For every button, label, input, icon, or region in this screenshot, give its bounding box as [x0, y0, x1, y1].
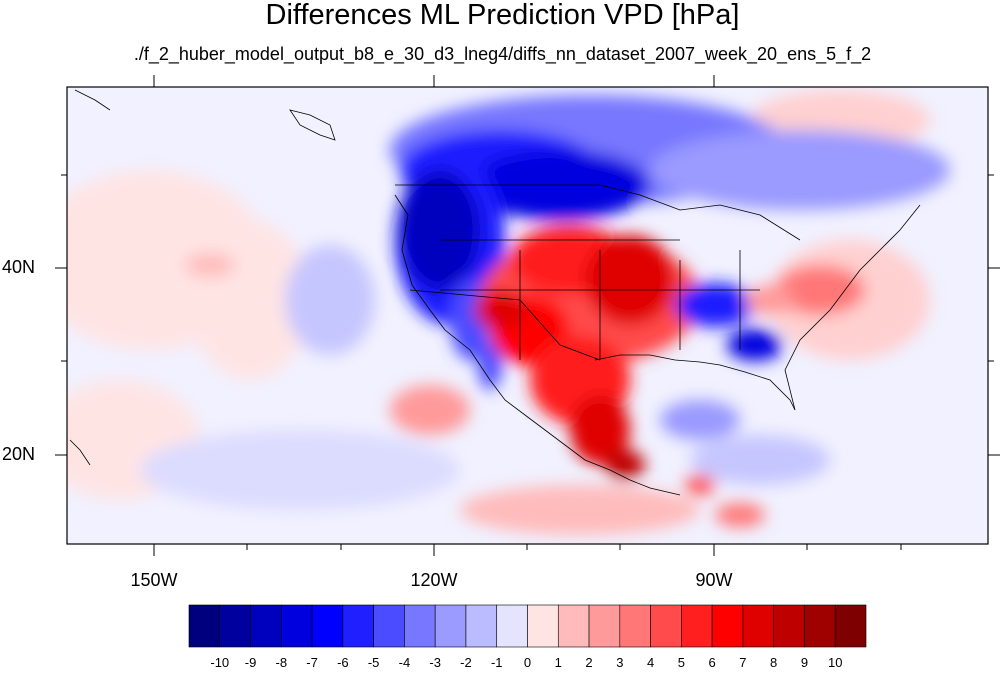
- colorbar-box: [465, 604, 498, 648]
- anomaly-field: [67, 87, 988, 544]
- colorbar-box: [250, 604, 282, 648]
- colorbar-box: [496, 604, 528, 648]
- lon-label-150w: 150W: [130, 570, 178, 590]
- colorbar-tick-label: 3: [616, 655, 624, 670]
- colorbar-box: [650, 604, 682, 648]
- plot-title: Differences ML Prediction VPD [hPa]: [265, 0, 740, 31]
- colorbar-tick-label: -4: [398, 655, 411, 670]
- colorbar-tick-label: -2: [460, 655, 472, 670]
- colorbar-tick-label: 7: [739, 655, 747, 670]
- colorbar-tick-label: 0: [523, 655, 532, 670]
- colorbar-tick-label: -9: [244, 655, 257, 670]
- colorbar-box: [527, 604, 559, 648]
- colorbar-tick-label: 8: [770, 655, 778, 670]
- colorbar-tick-label: 2: [585, 655, 593, 670]
- colorbar-box: [588, 604, 621, 648]
- colorbar-box: [742, 604, 774, 648]
- coastlines: [69, 89, 921, 496]
- colorbar-tick-label: 5: [677, 655, 685, 670]
- colorbar-tick-label: 6: [708, 655, 716, 670]
- lat-label-20n: 20N: [2, 444, 36, 464]
- colorbar-box: [342, 604, 374, 648]
- colorbar-tick-label: 9: [800, 655, 809, 670]
- colorbar-box: [404, 604, 436, 648]
- lat-label-40n: 40N: [2, 257, 36, 277]
- colorbar-box: [711, 604, 744, 648]
- colorbar-box: [619, 604, 651, 648]
- colorbar-tick-label: -5: [367, 655, 380, 670]
- lon-label-90w: 90W: [695, 570, 733, 590]
- colorbar-box: [188, 604, 221, 648]
- colorbar-tick-label: -1: [490, 655, 503, 670]
- colorbar-box: [373, 604, 405, 648]
- colorbar-box: [557, 604, 590, 648]
- colorbar-box: [311, 604, 344, 648]
- colorbar-tick-label: -6: [337, 655, 349, 670]
- colorbar-box: [281, 604, 313, 648]
- colorbar-box: [804, 604, 836, 648]
- plot-subtitle: ./f_2_huber_model_output_b8_e_30_d3_lneg…: [133, 44, 872, 64]
- axis-ticks: [55, 75, 1000, 556]
- colorbar-tick-label: -7: [306, 655, 318, 670]
- colorbar-tick-label: -10: [210, 655, 230, 670]
- lon-label-120w: 120W: [410, 570, 458, 590]
- colorbar-box: [773, 604, 805, 648]
- colorbar: [188, 604, 867, 648]
- colorbar-tick-label: -8: [275, 655, 288, 670]
- colorbar-box: [219, 604, 251, 648]
- colorbar-box: [434, 604, 467, 648]
- colorbar-box: [834, 604, 867, 648]
- colorbar-tick-label: -3: [429, 655, 441, 670]
- colorbar-tick-label: 10: [827, 655, 843, 670]
- colorbar-tick-label: 1: [554, 655, 562, 670]
- colorbar-tick-label: 4: [646, 655, 655, 670]
- colorbar-box: [681, 604, 713, 648]
